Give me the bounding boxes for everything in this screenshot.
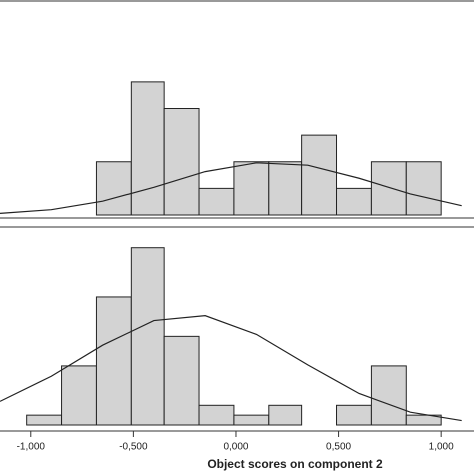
- bar: [233, 161, 270, 216]
- bar: [336, 404, 372, 426]
- bar: [26, 414, 63, 426]
- bar: [95, 161, 132, 216]
- bar: [163, 108, 200, 216]
- bar: [268, 404, 303, 426]
- bar: [370, 161, 407, 216]
- bar: [163, 335, 200, 426]
- x-tick-label: 0,000: [223, 442, 248, 453]
- x-tick-label: -0,500: [119, 442, 148, 453]
- bar: [95, 296, 132, 426]
- normal-curve: [0, 162, 462, 215]
- x-axis-label: Object scores on component 2: [207, 457, 383, 471]
- x-tick-label: -1,000: [17, 442, 46, 453]
- normal-curve: [0, 315, 462, 422]
- bar: [370, 365, 407, 426]
- bar: [198, 404, 235, 426]
- x-tick-label: 0,500: [326, 442, 351, 453]
- bar: [301, 134, 338, 216]
- bar: [130, 247, 165, 426]
- bar: [405, 161, 442, 216]
- bar: [130, 81, 165, 216]
- bar: [268, 161, 303, 216]
- bar: [233, 414, 270, 426]
- bar: [405, 414, 442, 426]
- bar: [336, 187, 372, 216]
- bar: [61, 365, 97, 426]
- x-tick-label: 1,000: [429, 442, 454, 453]
- bar: [198, 187, 235, 216]
